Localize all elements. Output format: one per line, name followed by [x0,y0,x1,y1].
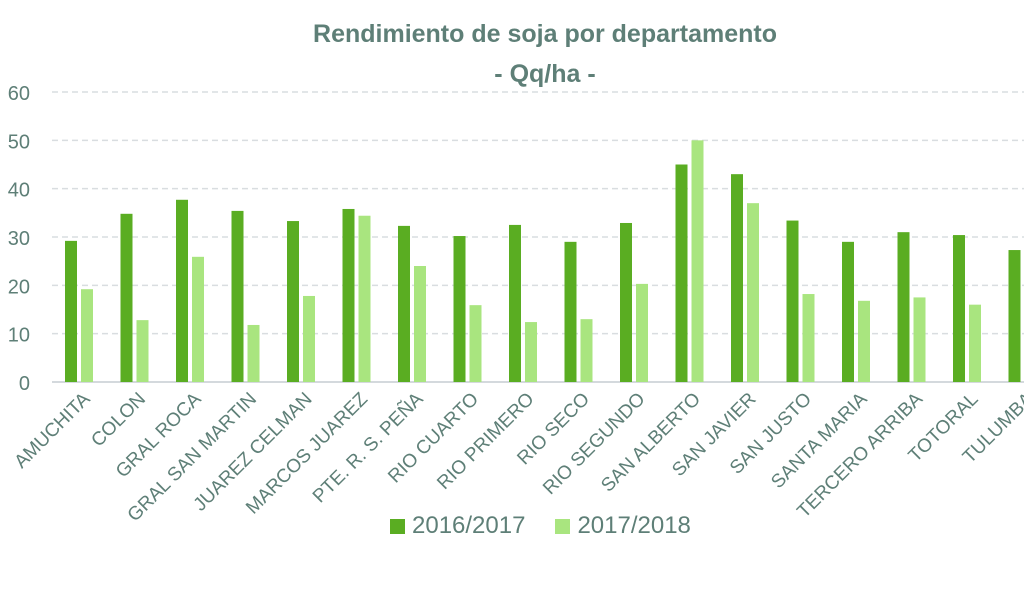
bar-2017-2018 [192,256,204,382]
bar-2017-2018 [81,289,93,382]
bar-2017-2018 [136,320,149,382]
y-tick-label: 50 [8,131,30,153]
bar-2017-2018 [414,266,426,382]
y-tick-label: 10 [8,325,30,347]
legend-item-2016-2017: 2016/2017 [390,512,525,540]
bar-2016-2017 [453,236,466,382]
legend-label-2016-2017: 2016/2017 [412,512,526,539]
bar-2016-2017 [176,199,188,382]
bar-2017-2018 [802,294,815,382]
bar-2017-2018 [469,305,482,382]
grid-lines [52,91,1024,383]
x-tick-label: RIO PRIMERO [433,389,538,494]
bar-2016-2017 [65,240,77,382]
bar-2016-2017 [842,241,854,382]
bar-2016-2017 [1008,250,1021,382]
bar-2016-2017 [953,235,965,382]
bar-2016-2017 [398,225,410,382]
bar-2017-2018 [580,319,593,382]
bar-2016-2017 [786,220,799,382]
bar-2016-2017 [620,222,632,382]
chart-title: Rendimiento de soja por departamento [313,20,777,48]
bar-2017-2018 [913,297,926,382]
bar-2017-2018 [303,295,315,382]
legend-label-2017-2018: 2017/2018 [577,512,691,539]
bar-2017-2018 [747,203,759,382]
legend: 2016/2017 2017/2018 [390,512,721,540]
y-axis-ticks: 0 10 20 30 40 50 60 [8,83,30,395]
y-tick-label: 0 [19,373,30,395]
bar-2017-2018 [247,324,260,382]
bar-2016-2017 [731,174,743,382]
bar-2016-2017 [342,208,355,382]
x-tick-label: AMUCHITA [11,388,95,472]
y-tick-label: 30 [8,228,30,250]
bars [65,140,1021,382]
y-tick-label: 60 [8,83,30,105]
bar-2017-2018 [358,215,371,382]
bar-2016-2017 [897,232,910,382]
legend-item-2017-2018: 2017/2018 [555,512,691,540]
bar-2017-2018 [691,140,704,382]
bar-2017-2018 [858,300,870,382]
bar-2016-2017 [564,241,577,382]
bar-2017-2018 [969,304,981,382]
bar-2016-2017 [509,224,521,382]
legend-swatch-2017-2018 [555,518,571,534]
bar-2017-2018 [636,283,648,382]
x-tick-label: SAN ALBERTO [597,389,705,497]
bar-2017-2018 [525,322,537,382]
x-tick-label: SANTA MARIA [767,388,871,492]
bar-2016-2017 [675,164,688,382]
bar-2016-2017 [287,221,299,382]
legend-swatch-2016-2017 [390,518,405,534]
x-tick-label: RIO SEGUNDO [539,389,649,499]
y-tick-label: 20 [8,276,30,298]
y-tick-label: 40 [8,180,30,202]
bar-2016-2017 [231,210,244,382]
chart-subtitle: - Qq/ha - [494,60,596,88]
bar-2016-2017 [120,213,133,382]
